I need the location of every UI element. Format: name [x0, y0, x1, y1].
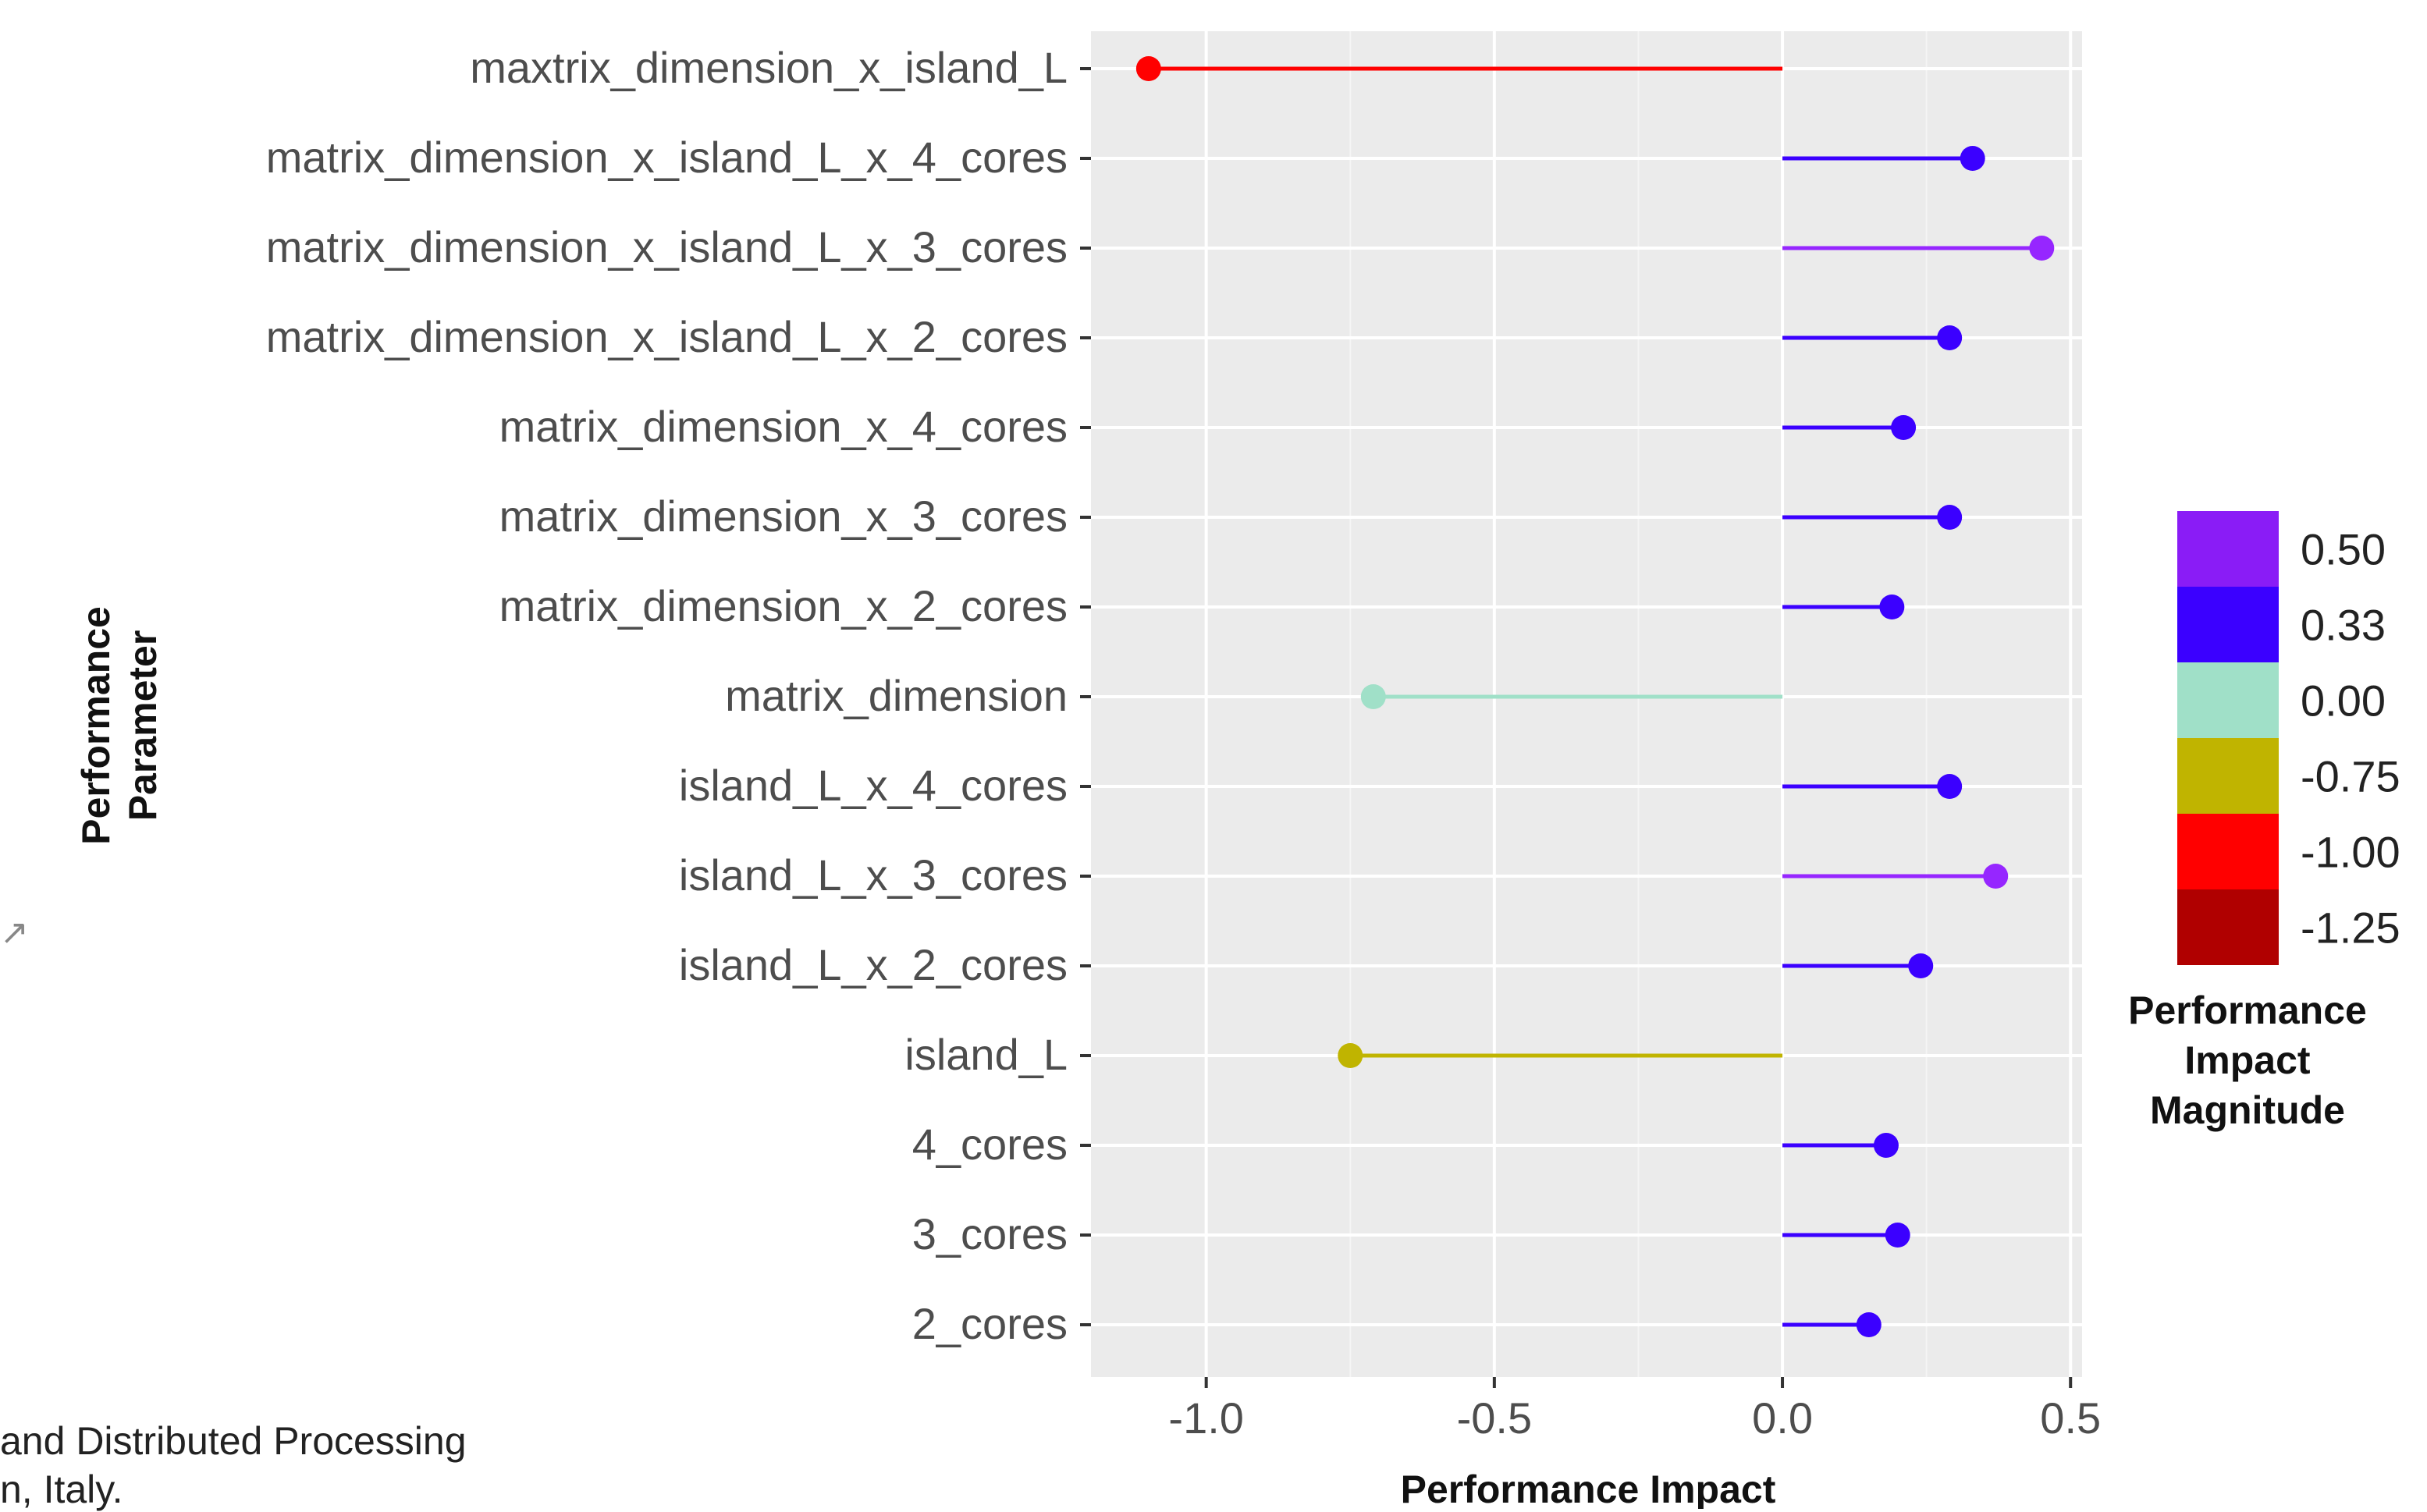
- lollipop-point: [1135, 56, 1161, 81]
- y-tick-label: matrix_dimension: [725, 671, 1068, 720]
- y-tick-label: island_L: [904, 1030, 1068, 1079]
- y-tick-label: matrix_dimension_x_2_cores: [499, 581, 1068, 630]
- lollipop-point: [1856, 1312, 1882, 1337]
- y-tick-label: 3_cores: [912, 1209, 1068, 1258]
- legend-label: 0.00: [2301, 676, 2386, 726]
- legend-label: 0.33: [2301, 601, 2386, 650]
- footer-text-line1: and Distributed Processing: [0, 1419, 467, 1463]
- lollipop-point: [1338, 1043, 1363, 1068]
- x-tick-label: 0.5: [2040, 1393, 2101, 1443]
- lollipop-point: [2029, 236, 2055, 261]
- lollipop-point: [1983, 864, 2009, 889]
- legend-title: Performance Impact Magnitude: [2128, 988, 2367, 1132]
- lollipop-stems: [1148, 66, 2042, 1327]
- x-tick-label: -1.0: [1168, 1393, 1244, 1443]
- y-tick-label: island_L_x_2_cores: [679, 940, 1068, 989]
- legend: 0.50 0.33 0.00 -0.75 -1.00 -1.25 Performance Im…: [2128, 511, 2400, 1132]
- lollipop-point: [1360, 684, 1386, 709]
- y-tick-label: matrix_dimension_x_3_cores: [499, 492, 1068, 541]
- y-axis-title: PerformanceParameter: [74, 606, 165, 845]
- stray-arrow-icon: ↗: [0, 913, 29, 953]
- x-tick-label: -0.5: [1457, 1393, 1533, 1443]
- legend-swatch: [2177, 889, 2279, 965]
- grid-minor: [1349, 31, 1928, 1377]
- legend-label: 0.50: [2301, 525, 2386, 574]
- x-axis-title: Performance Impact: [1401, 1468, 1776, 1509]
- y-axis: maxtrix_dimension_x_island_L matrix_dimen…: [266, 43, 1091, 1348]
- legend-swatch: [2177, 814, 2279, 889]
- y-tick-label: matrix_dimension_x_4_cores: [499, 402, 1068, 451]
- lollipop-points: [1135, 56, 2055, 1337]
- legend-swatch: [2177, 662, 2279, 738]
- y-tick-label: island_L_x_3_cores: [679, 850, 1068, 900]
- lollipop-point: [1891, 415, 1917, 440]
- y-tick-label: island_L_x_4_cores: [679, 761, 1068, 810]
- footer-text-line2: n, Italy.: [0, 1468, 123, 1511]
- lollipop-point: [1885, 1223, 1910, 1248]
- y-tick-label: matrix_dimension_x_island_L_x_2_cores: [266, 312, 1068, 361]
- legend-swatch: [2177, 511, 2279, 587]
- lollipop-point: [1873, 1133, 1899, 1158]
- lollipop-point: [1937, 325, 1963, 350]
- lollipop-point: [1960, 146, 1985, 171]
- y-tick-label: matrix_dimension_x_island_L_x_3_cores: [266, 222, 1068, 272]
- y-tick-label: matrix_dimension_x_island_L_x_4_cores: [266, 133, 1068, 182]
- y-tick-label: 2_cores: [912, 1299, 1068, 1348]
- lollipop-point: [1937, 774, 1963, 799]
- legend-label: -0.75: [2301, 752, 2400, 801]
- legend-swatch: [2177, 587, 2279, 662]
- plot-panel: [1091, 31, 2082, 1377]
- legend-swatch: [2177, 738, 2279, 814]
- legend-label: -1.00: [2301, 828, 2400, 877]
- lollipop-point: [1879, 595, 1905, 619]
- legend-label: -1.25: [2301, 903, 2400, 953]
- lollipop-point: [1937, 505, 1963, 530]
- y-tick-label: maxtrix_dimension_x_island_L: [470, 43, 1068, 92]
- y-tick-label: 4_cores: [912, 1120, 1068, 1169]
- lollipop-point: [1908, 953, 1934, 978]
- x-tick-label: 0.0: [1752, 1393, 1813, 1443]
- x-axis: -1.0 -0.5 0.0 0.5: [1168, 1377, 2101, 1443]
- grid-major: [1091, 31, 2082, 1377]
